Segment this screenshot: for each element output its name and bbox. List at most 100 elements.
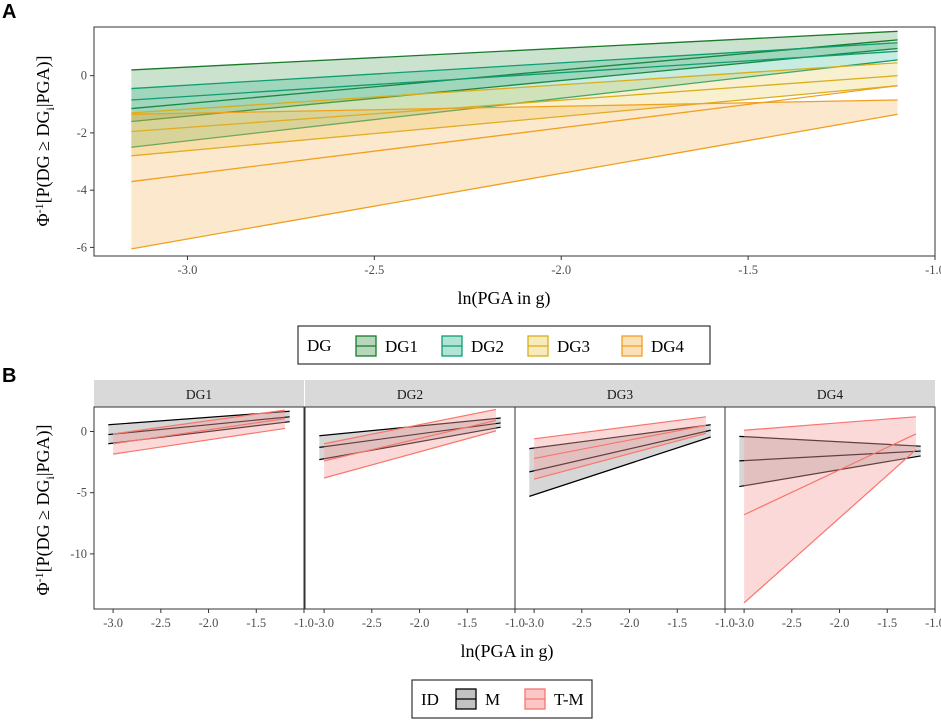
x-tick-label: -1.0 (925, 263, 941, 277)
legend-title: ID (421, 690, 439, 709)
x-tick-label: -2.5 (362, 616, 382, 630)
band-dg2-m (319, 418, 501, 460)
x-tick-label: -3.0 (178, 263, 198, 277)
x-tick-label: -1.0 (715, 616, 735, 630)
line-dg3-t-m-lower (533, 432, 707, 480)
legend-label-dg4: DG4 (651, 337, 685, 356)
line-dg1-t-m-upper (113, 409, 285, 435)
x-tick-label: -2.5 (782, 616, 802, 630)
x-tick-label: -2.0 (199, 616, 219, 630)
line-dg3-lower (131, 85, 898, 157)
panel-a-legend: DG DG1 DG2 DG3 DG4 (297, 325, 711, 365)
band-dg1-m (108, 411, 290, 444)
y-tick-label: -6 (77, 240, 87, 254)
facet-strip-label-dg2: DG2 (397, 387, 423, 402)
panel-b-x-axis-label: ln(PGA in g) (460, 641, 553, 662)
x-tick-label: -1.5 (457, 616, 477, 630)
panel-a-x-axis-label: ln(PGA in g) (457, 288, 550, 309)
line-dg1-m-fit (108, 416, 290, 436)
band-dg2-t-m (324, 409, 496, 479)
y-tick-label: -2 (77, 126, 87, 140)
line-dg1-t-m-fit (113, 418, 285, 445)
band-dg2 (131, 42, 898, 148)
x-tick-label: -1.0 (294, 616, 314, 630)
line-dg2-fit (131, 50, 898, 101)
line-dg3-m-fit (529, 429, 711, 473)
x-tick-label: -1.5 (667, 616, 687, 630)
band-dg3 (131, 62, 898, 156)
legend-title: DG (307, 336, 332, 355)
line-dg4-t-m-upper (744, 416, 916, 431)
facet-strip-label-dg4: DG4 (817, 387, 843, 402)
line-dg4-fit (131, 85, 898, 183)
line-dg4-t-m-lower (743, 449, 917, 604)
x-tick-label: -2.5 (151, 616, 171, 630)
y-tick-label: 0 (81, 424, 87, 438)
facet-strip-dg1 (94, 380, 304, 407)
line-dg4-t-m-fit (743, 433, 917, 516)
line-dg3-upper (131, 62, 898, 114)
line-dg4-upper (131, 99, 898, 115)
line-dg1-upper (131, 30, 898, 71)
x-tick-label: -1.5 (738, 263, 758, 277)
x-tick-label: -1.5 (877, 616, 897, 630)
x-tick-label: -2.0 (551, 263, 571, 277)
line-dg1-fit (131, 39, 898, 110)
x-tick-label: -2.5 (572, 616, 592, 630)
legend-label-m: M (485, 690, 500, 709)
line-dg3-m-upper (529, 424, 711, 450)
panel-a-plot: -3.0 -2.5 -2.0 -1.5 -1.0 -6 -4 -2 0 (77, 26, 941, 277)
x-tick-label: -3.0 (103, 616, 123, 630)
legend-label-dg2: DG2 (471, 337, 504, 356)
x-tick-label: -1.0 (505, 616, 525, 630)
panel-label-b: B (2, 365, 16, 387)
line-dg4-lower (131, 113, 898, 250)
facet-strip-label-dg1: DG1 (186, 387, 212, 402)
legend-label-dg1: DG1 (385, 337, 418, 356)
y-tick-label: -4 (77, 183, 88, 197)
band-dg4-m (739, 436, 921, 487)
panel-a-y-axis-label: Φ-1[P(DG ≥ DGi|PGA)] (32, 56, 57, 227)
facet-strip-dg2 (305, 380, 515, 407)
facet-strip-label-dg3: DG3 (607, 387, 633, 402)
line-dg1-lower (131, 47, 898, 123)
panel-label-a: A (2, 1, 16, 23)
facet-border-dg4 (724, 406, 936, 610)
y-tick-label: 0 (81, 69, 87, 83)
x-tick-label: -2.0 (410, 616, 430, 630)
band-dg4 (131, 99, 898, 249)
band-dg1-t-m (113, 410, 285, 455)
line-dg4-m-upper (739, 435, 921, 447)
legend-box (411, 679, 593, 719)
line-dg2-t-m-upper (323, 408, 497, 445)
line-dg1-t-m-lower (113, 427, 285, 455)
x-tick-label: -3.0 (314, 616, 334, 630)
line-dg2-t-m-fit (323, 419, 497, 462)
line-dg3-t-m-upper (534, 416, 706, 440)
x-tick-label: -2.0 (620, 616, 640, 630)
y-tick-label: -10 (70, 547, 87, 561)
x-tick-label: -3.0 (734, 616, 754, 630)
x-tick-label: -2.0 (830, 616, 850, 630)
legend-label-t-m: T-M (554, 690, 584, 709)
panel-b-facets: DG1 -3.0 -2.5 -2.0 -1.5 -1.0 -10 -5 0 DG2 -3.0 -2.5… (70, 380, 941, 630)
line-dg3-t-m-fit (533, 424, 707, 460)
line-dg3-m-lower (529, 436, 711, 497)
legend-label-dg3: DG3 (557, 337, 590, 356)
panel-a-border (93, 26, 936, 257)
band-dg4-t-m (744, 416, 916, 603)
facet-strip-dg3 (515, 380, 725, 407)
facet-strip-dg4 (725, 380, 935, 407)
line-dg2-t-m-lower (323, 430, 497, 479)
x-tick-label: -3.0 (524, 616, 544, 630)
band-dg3-t-m (534, 416, 706, 480)
x-tick-label: -2.5 (364, 263, 384, 277)
line-dg4-m-lower (739, 455, 921, 488)
legend-box (297, 325, 711, 365)
facet-border-dg1 (93, 406, 305, 610)
x-tick-label: -1.0 (925, 616, 941, 630)
line-dg2-upper (131, 42, 898, 90)
line-dg4-m-fit (739, 450, 921, 462)
x-tick-label: -1.5 (246, 616, 266, 630)
